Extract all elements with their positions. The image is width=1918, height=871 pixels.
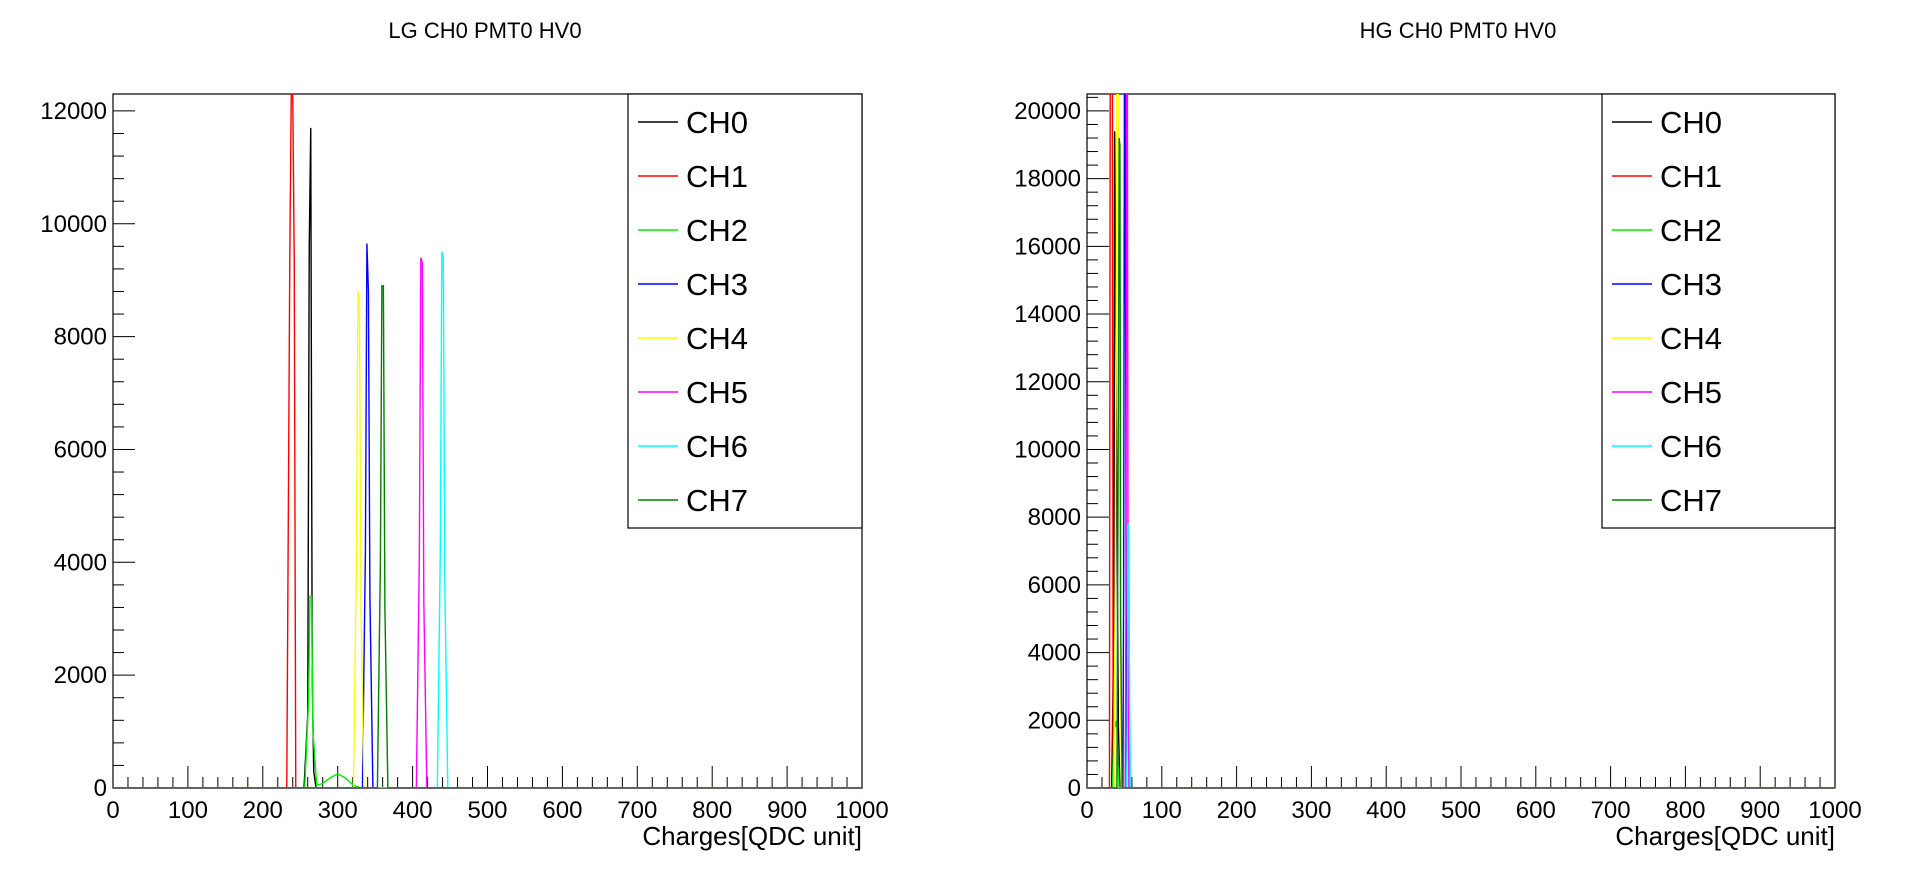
- x-tick-label: 300: [318, 797, 358, 824]
- series-group: [113, 94, 862, 788]
- x-tick-label: 800: [1665, 797, 1705, 824]
- chart-title: LG CH0 PMT0 HV0: [388, 18, 581, 43]
- x-tick-label: 900: [767, 797, 807, 824]
- chart-panel-lg: LG CH0 PMT0 HV0 0 100 200 300 400 500 600 700 80…: [40, 18, 888, 851]
- x-tick-label: 0: [1080, 797, 1093, 824]
- y-tick-label: 16000: [1014, 233, 1081, 260]
- y-tick-label: 6000: [54, 436, 107, 463]
- series-line-ch1: [113, 94, 862, 788]
- x-axis-label: Charges[QDC unit]: [642, 821, 862, 851]
- series-line-ch5: [113, 257, 862, 788]
- legend-label-ch2: CH2: [1660, 213, 1722, 248]
- legend-box: [627, 93, 863, 529]
- x-tick-label: 600: [542, 797, 582, 824]
- x-axis-label: Charges[QDC unit]: [1615, 821, 1835, 851]
- y-tick-label: 8000: [1028, 504, 1081, 531]
- y-tick-label: 0: [1068, 775, 1081, 802]
- legend: CH0 CH1 CH2 CH3 CH4 CH5 CH6 CH7: [627, 93, 863, 529]
- y-tick-label: 2000: [1028, 707, 1081, 734]
- x-tick-label: 200: [243, 797, 283, 824]
- y-tick-label: 4000: [54, 549, 107, 576]
- legend-label-ch2: CH2: [686, 213, 748, 248]
- x-tick-label: 900: [1740, 797, 1780, 824]
- y-tick-label: 20000: [1014, 98, 1081, 125]
- series-line-ch6: [1087, 523, 1835, 788]
- x-tick-label: 400: [1366, 797, 1406, 824]
- y-tick-label: 2000: [54, 662, 107, 689]
- x-tick-label: 800: [692, 797, 732, 824]
- series-line-ch2: [1087, 720, 1835, 788]
- y-tick-label: 6000: [1028, 572, 1081, 599]
- legend-label-ch5: CH5: [1660, 375, 1722, 410]
- legend-label-ch5: CH5: [686, 375, 748, 410]
- y-tick-label: 12000: [40, 98, 107, 125]
- x-tick-label: 100: [1142, 797, 1182, 824]
- series-line-ch7: [1087, 137, 1835, 788]
- legend-label-ch7: CH7: [686, 483, 748, 518]
- x-tick-label: 200: [1217, 797, 1257, 824]
- x-tick-label: 700: [1591, 797, 1631, 824]
- legend-box: [1601, 93, 1836, 529]
- x-tick-label: 500: [1441, 797, 1481, 824]
- legend-label-ch6: CH6: [1660, 429, 1722, 464]
- y-tick-label: 4000: [1028, 640, 1081, 667]
- x-tick-label: 600: [1516, 797, 1556, 824]
- series-line-ch4: [113, 291, 862, 788]
- legend-label-ch0: CH0: [1660, 105, 1722, 140]
- legend-label-ch4: CH4: [686, 321, 748, 356]
- y-tick-label: 12000: [1014, 369, 1081, 396]
- series-line-ch6: [113, 251, 862, 788]
- series-group: [1087, 94, 1835, 788]
- legend-label-ch7: CH7: [1660, 483, 1722, 518]
- series-line-ch2: [113, 595, 862, 788]
- x-tick-label: 1000: [1808, 797, 1861, 824]
- legend-label-ch6: CH6: [686, 429, 748, 464]
- y-tick-label: 8000: [54, 324, 107, 351]
- x-tick-label: 1000: [835, 797, 888, 824]
- legend-label-ch4: CH4: [1660, 321, 1722, 356]
- y-tick-label: 18000: [1014, 166, 1081, 193]
- legend-label-ch1: CH1: [1660, 159, 1722, 194]
- x-tick-label: 700: [617, 797, 657, 824]
- x-tick-label: 300: [1291, 797, 1331, 824]
- series-line-ch5: [1087, 94, 1835, 788]
- x-tick-label: 100: [168, 797, 208, 824]
- chart-panel-hg: HG CH0 PMT0 HV0 0 100 200 300 400 500 600 700 80…: [1014, 18, 1861, 851]
- legend-label-ch3: CH3: [686, 267, 748, 302]
- series-line-ch7: [113, 285, 862, 788]
- legend-label-ch0: CH0: [686, 105, 748, 140]
- y-tick-label: 10000: [1014, 436, 1081, 463]
- y-tick-label: 14000: [1014, 301, 1081, 328]
- x-tick-label: 400: [393, 797, 433, 824]
- y-tick-label: 10000: [40, 211, 107, 238]
- legend-label-ch3: CH3: [1660, 267, 1722, 302]
- legend-label-ch1: CH1: [686, 159, 748, 194]
- series-line-ch4: [1087, 94, 1835, 788]
- chart-title: HG CH0 PMT0 HV0: [1360, 18, 1557, 43]
- legend: CH0 CH1 CH2 CH3 CH4 CH5 CH6 CH7: [1601, 93, 1836, 529]
- x-tick-label: 500: [467, 797, 507, 824]
- x-tick-label: 0: [106, 797, 119, 824]
- y-tick-label: 0: [94, 775, 107, 802]
- series-line-ch1: [1087, 94, 1835, 788]
